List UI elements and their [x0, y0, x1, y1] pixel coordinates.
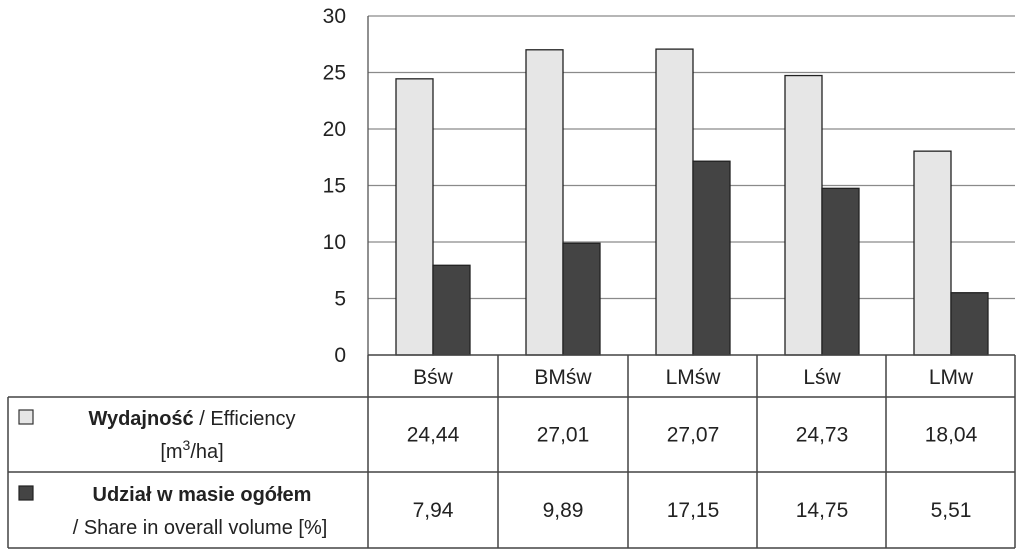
- y-tick-label-20: 20: [323, 118, 346, 141]
- bar-s1-3: [784, 74, 823, 356]
- legend-efficiency-unit: [m3/ha]: [160, 437, 223, 463]
- bar-s2-3: [821, 187, 860, 356]
- data-label-s2-3: 14,75: [796, 499, 849, 522]
- legend-series-1: Wydajność / Efficiency [m3/ha]: [18, 408, 296, 463]
- category-label-2: LMśw: [666, 366, 722, 389]
- bar-s1-1: [525, 49, 564, 356]
- bars: [395, 48, 989, 356]
- legend-efficiency-name: Wydajność: [88, 408, 193, 430]
- bar-s2-2: [692, 160, 731, 356]
- data-label-s1-2: 27,07: [667, 424, 720, 447]
- data-label-s1-1: 27,01: [537, 424, 590, 447]
- legend-share-name: Udział w masie ogółem: [93, 484, 312, 506]
- legend-swatch-share: [18, 485, 34, 501]
- y-tick-label-30: 30: [323, 5, 346, 28]
- bar-s1-4: [913, 150, 952, 356]
- bar-s2-1: [562, 242, 601, 356]
- data-table: Bśw BMśw LMśw Lśw LMw 24,44 27,01 27,07 24,73 18,…: [7, 354, 1016, 549]
- y-tick-label-10: 10: [323, 231, 346, 254]
- bar-s2-4: [950, 292, 989, 356]
- legend-efficiency-name-en: / Efficiency: [194, 408, 296, 430]
- y-tick-label-15: 15: [323, 175, 346, 198]
- bar-s2-0: [432, 264, 471, 356]
- legend-swatch-efficiency: [18, 409, 34, 425]
- data-label-s1-3: 24,73: [796, 424, 849, 447]
- data-label-s2-4: 5,51: [931, 499, 972, 522]
- bar-s1-0: [395, 78, 434, 356]
- y-axis-ticks: 0 5 10 15 20 25 30: [323, 5, 346, 367]
- category-label-1: BMśw: [534, 366, 592, 389]
- data-label-s2-0: 7,94: [413, 499, 454, 522]
- y-tick-label-0: 0: [334, 344, 346, 367]
- data-label-s2-1: 9,89: [543, 499, 584, 522]
- y-tick-label-5: 5: [334, 288, 346, 311]
- svg-text:Wydajność / Efficiency: Wydajność / Efficiency: [88, 408, 295, 430]
- data-label-s2-2: 17,15: [667, 499, 720, 522]
- bar-s1-2: [655, 48, 694, 356]
- category-label-0: Bśw: [413, 366, 454, 389]
- category-label-3: Lśw: [803, 366, 841, 389]
- legend-series-2: Udział w masie ogółem / Share in overall…: [18, 484, 328, 539]
- y-tick-label-25: 25: [323, 62, 346, 85]
- data-label-s1-0: 24,44: [407, 424, 460, 447]
- legend-share-name-en: / Share in overall volume [%]: [73, 517, 328, 539]
- data-label-s1-4: 18,04: [925, 424, 978, 447]
- category-label-4: LMw: [929, 366, 974, 389]
